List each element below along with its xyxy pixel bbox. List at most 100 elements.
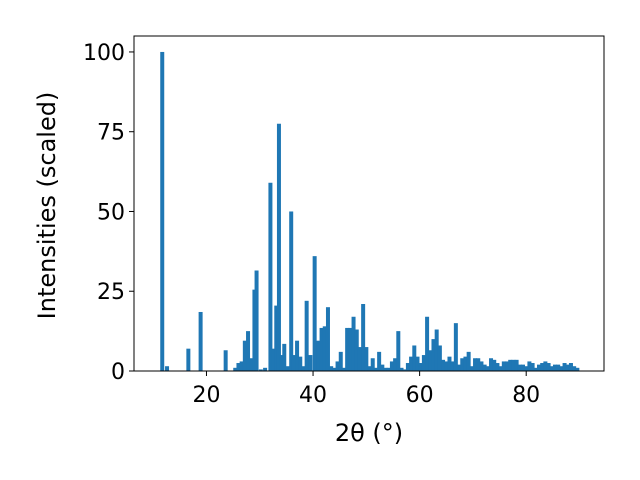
bar (252, 289, 257, 371)
bar (415, 356, 420, 371)
bar (393, 358, 398, 371)
bar (543, 361, 548, 371)
bar (485, 366, 490, 371)
bar (476, 358, 481, 371)
bar (285, 366, 290, 371)
bar (380, 364, 385, 371)
bar (386, 367, 391, 371)
bar (552, 364, 557, 371)
bar (319, 327, 324, 371)
bar (556, 364, 561, 371)
bar (421, 355, 426, 371)
bar (527, 361, 532, 371)
bar (301, 366, 306, 371)
bar (530, 363, 535, 371)
bar (304, 300, 309, 371)
bar (236, 363, 241, 371)
bar (546, 363, 551, 371)
bar (289, 211, 294, 371)
bar (274, 305, 279, 371)
bar (291, 355, 296, 371)
bar (160, 51, 165, 371)
bar (444, 361, 449, 371)
bar (517, 364, 522, 371)
bar (332, 367, 337, 371)
bar (418, 363, 423, 371)
bar (377, 351, 382, 371)
bar (463, 356, 468, 371)
bar (279, 355, 284, 371)
bar (501, 361, 506, 371)
bar (186, 348, 191, 371)
bar (295, 340, 300, 371)
y-axis: 0 25 50 75 100 (83, 41, 134, 385)
bar (565, 364, 570, 371)
bar (508, 359, 513, 371)
bar (351, 316, 356, 371)
y-tick-label: 50 (97, 200, 125, 225)
bar (492, 359, 497, 371)
bar (466, 351, 471, 371)
x-tick-label: 40 (299, 383, 327, 408)
bar (383, 367, 388, 371)
bar (453, 323, 458, 371)
bar (447, 356, 452, 371)
bar (549, 366, 554, 371)
bar (457, 364, 462, 371)
bar (568, 363, 573, 371)
bar (367, 366, 372, 371)
bar (223, 350, 228, 371)
bar (325, 307, 330, 371)
bar (409, 356, 414, 371)
x-tick-label: 60 (406, 383, 434, 408)
bar (258, 369, 263, 371)
bar (402, 369, 407, 371)
bar (505, 361, 510, 371)
x-axis: 20 40 60 80 (192, 371, 540, 408)
bar (482, 364, 487, 371)
bar (298, 356, 303, 371)
bar (460, 358, 465, 371)
bar (263, 367, 268, 371)
y-tick-label: 100 (83, 41, 125, 66)
bar (489, 358, 494, 371)
bar (354, 329, 359, 371)
bar (364, 347, 369, 371)
bar (511, 359, 516, 371)
bar (405, 363, 410, 371)
bar (562, 363, 567, 371)
bar (473, 358, 478, 371)
x-tick-label: 20 (192, 383, 220, 408)
bar-series (160, 51, 580, 372)
bar (268, 182, 273, 371)
y-tick-label: 75 (97, 121, 125, 146)
x-axis-label: 2θ (°) (335, 419, 403, 447)
y-axis-label: Intensities (scaled) (33, 92, 61, 320)
bar (514, 359, 519, 371)
bar (572, 366, 577, 371)
y-tick-label: 25 (97, 280, 125, 305)
bar (428, 350, 433, 371)
bar (441, 359, 446, 371)
bar (165, 366, 170, 371)
bar (373, 367, 378, 371)
bar (254, 270, 259, 371)
bar (533, 367, 538, 371)
bar (341, 367, 346, 371)
bar (540, 363, 545, 371)
bar (434, 329, 439, 371)
bar (536, 364, 541, 371)
bar (450, 361, 455, 371)
bar (282, 343, 287, 371)
bar (322, 326, 327, 371)
bar (437, 345, 442, 371)
bar (308, 355, 313, 371)
bar (361, 304, 366, 371)
bar (276, 123, 281, 372)
bar (498, 366, 503, 371)
bar (559, 366, 564, 371)
bar (396, 331, 401, 371)
bar (425, 316, 430, 371)
bar (239, 361, 244, 371)
bar (399, 367, 404, 371)
